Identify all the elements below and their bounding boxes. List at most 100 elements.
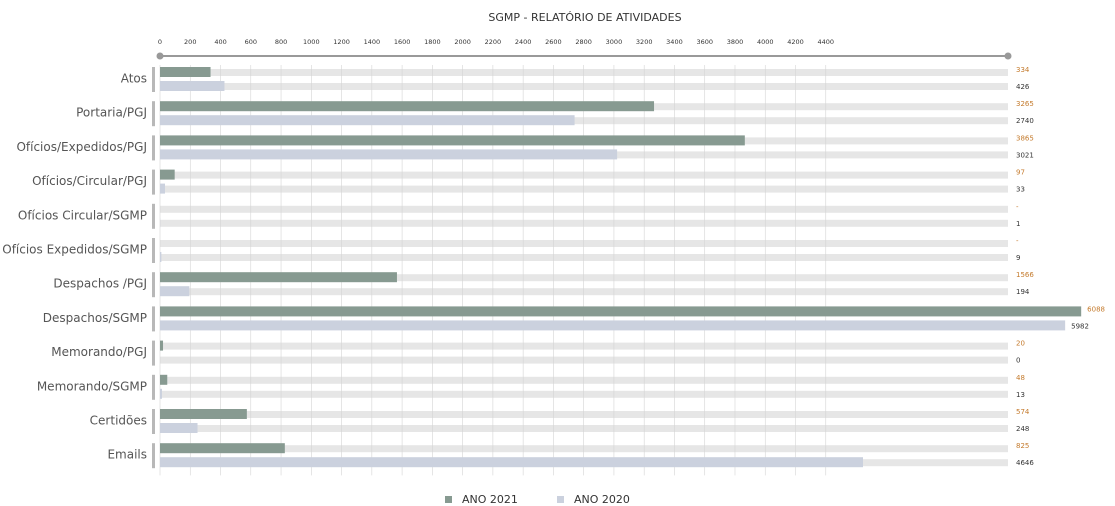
row-marker — [152, 101, 155, 127]
value-label: - — [1016, 203, 1019, 211]
axis-end — [1004, 52, 1012, 60]
value-label: 825 — [1016, 442, 1029, 450]
value-label: 426 — [1016, 83, 1030, 91]
x-tick-label: 1400 — [364, 38, 381, 46]
x-tick-label: 2400 — [515, 38, 532, 46]
y-tick-label: Emails — [107, 448, 147, 462]
value-label: 334 — [1016, 66, 1030, 74]
bar — [160, 101, 655, 112]
value-label: 0 — [1016, 357, 1020, 365]
bar — [160, 443, 285, 454]
row-marker — [152, 238, 155, 263]
row-marker — [152, 409, 155, 434]
track — [160, 356, 1008, 364]
x-tick-label: 4000 — [757, 38, 774, 46]
y-tick-label: Despachos/SGMP — [43, 311, 147, 325]
track — [160, 390, 1008, 398]
y-tick-label: Ofícios/Circular/PGJ — [32, 174, 147, 188]
x-tick-label: 400 — [214, 38, 226, 46]
bar — [160, 149, 618, 160]
track — [160, 411, 1008, 418]
x-tick-label: 3800 — [727, 38, 744, 46]
bar — [160, 115, 575, 126]
legend-swatch — [445, 496, 452, 503]
value-label: 2740 — [1016, 117, 1034, 125]
bar — [160, 81, 225, 91]
track — [160, 240, 1008, 247]
value-label: 3265 — [1016, 100, 1034, 108]
y-tick-label: Atos — [121, 72, 147, 86]
legend-label: ANO 2021 — [462, 493, 518, 506]
value-label: - — [1016, 237, 1019, 245]
track — [160, 171, 1008, 179]
track — [160, 288, 1008, 296]
value-label: 97 — [1016, 169, 1025, 177]
value-label: 9 — [1016, 254, 1020, 262]
x-tick-label: 3400 — [666, 38, 683, 46]
row-marker — [152, 374, 155, 400]
track — [160, 185, 1008, 193]
bar — [160, 67, 211, 77]
x-tick-label: 3600 — [696, 38, 713, 46]
y-tick-label: Ofícios/Expedidos/PGJ — [16, 140, 147, 154]
track — [160, 254, 1008, 261]
value-label: 1 — [1016, 220, 1020, 228]
x-tick-label: 600 — [245, 38, 257, 46]
bar — [160, 374, 168, 385]
x-tick-label: 3000 — [606, 38, 623, 46]
legend-label: ANO 2020 — [574, 493, 630, 506]
legend-swatch — [557, 496, 564, 503]
x-tick-label: 1000 — [303, 38, 320, 46]
x-tick-label: 2800 — [575, 38, 592, 46]
x-tick-label: 1200 — [333, 38, 350, 46]
bar — [160, 388, 162, 399]
value-label: 13 — [1016, 391, 1025, 399]
value-label: 574 — [1016, 408, 1030, 416]
value-label: 4646 — [1016, 459, 1034, 467]
value-label: 20 — [1016, 340, 1025, 348]
x-tick-label: 4200 — [787, 38, 804, 46]
y-tick-label: Memorando/SGMP — [37, 379, 147, 393]
value-label: 248 — [1016, 425, 1029, 433]
row-marker — [152, 135, 155, 161]
value-label: 194 — [1016, 288, 1030, 296]
bar — [160, 409, 247, 419]
bar — [160, 252, 162, 262]
track — [160, 342, 1008, 350]
track — [160, 376, 1008, 384]
chart-title: SGMP - RELATÓRIO DE ATIVIDADES — [488, 11, 681, 24]
x-tick-label: 1600 — [394, 38, 411, 46]
x-tick-label: 0 — [158, 38, 162, 46]
y-tick-label: Ofícios Expedidos/SGMP — [2, 243, 147, 257]
x-tick-label: 2200 — [485, 38, 502, 46]
value-label: 33 — [1016, 186, 1025, 194]
y-tick-label: Despachos /PGJ — [53, 277, 147, 291]
bar — [160, 272, 397, 283]
value-label: 48 — [1016, 374, 1025, 382]
bar — [160, 457, 863, 468]
y-tick-label: Ofícios Circular/SGMP — [18, 208, 147, 222]
x-tick-label: 2600 — [545, 38, 562, 46]
track — [160, 69, 1008, 76]
x-tick-label: 4400 — [817, 38, 834, 46]
track — [160, 83, 1008, 90]
bar — [160, 169, 175, 180]
x-tick-label: 3200 — [636, 38, 653, 46]
bar — [160, 286, 190, 297]
y-tick-label: Memorando/PGJ — [51, 345, 147, 359]
y-tick-label: Certidões — [90, 414, 147, 428]
bar — [160, 423, 198, 433]
row-marker — [152, 203, 155, 229]
track — [160, 274, 1008, 282]
track — [160, 219, 1008, 227]
x-tick-label: 800 — [275, 38, 287, 46]
value-label: 3865 — [1016, 134, 1034, 142]
row-marker — [152, 67, 155, 92]
bar — [160, 320, 1066, 331]
x-tick-label: 200 — [184, 38, 196, 46]
row-marker — [152, 169, 155, 195]
bar — [160, 340, 164, 351]
y-tick-label: Portaria/PGJ — [76, 106, 147, 120]
bar — [160, 306, 1082, 317]
